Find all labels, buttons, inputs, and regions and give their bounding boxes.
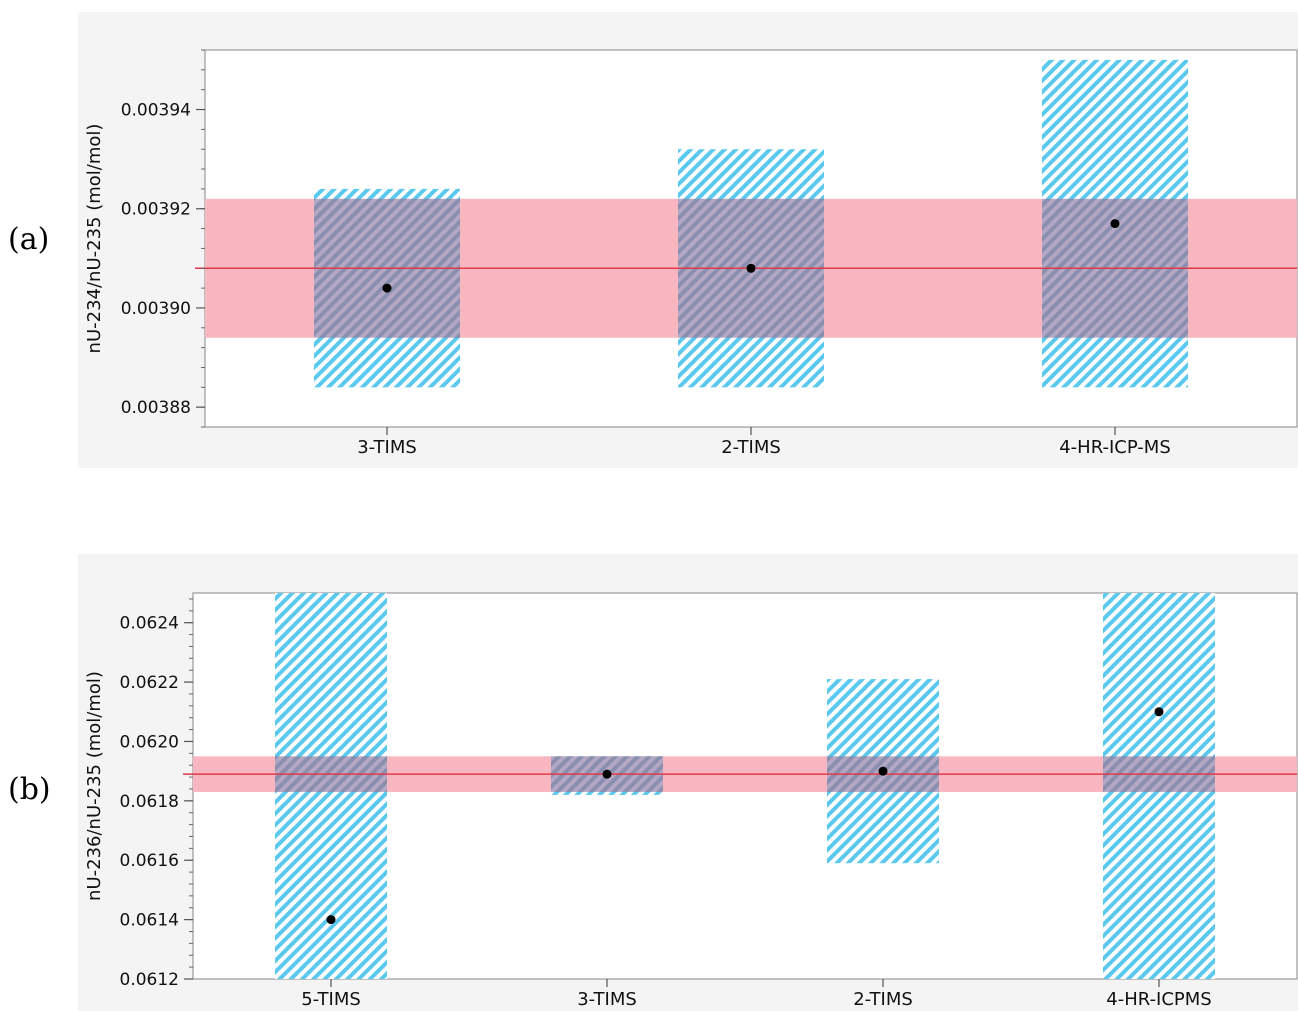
data-point-2-TIMS (746, 263, 756, 273)
panel-label-a: (a) (8, 222, 50, 257)
data-point-3-TIMS (382, 283, 392, 293)
data-point-2-TIMS (878, 766, 888, 776)
y-tick-label: 0.0618 (120, 792, 179, 812)
y-tick-label: 0.00390 (121, 299, 191, 319)
data-point-4-HR-ICP-MS (1110, 219, 1120, 229)
y-tick-label: 0.0616 (120, 851, 179, 871)
x-tick-label: 4-HR-ICP-MS (1059, 437, 1171, 458)
y-tick-label: 0.0624 (120, 614, 179, 634)
data-point-3-TIMS (602, 769, 612, 779)
x-tick-label: 3-TIMS (577, 989, 637, 1010)
panel-label-b: (b) (8, 772, 51, 807)
y-tick-label: 0.00388 (121, 398, 191, 418)
data-point-5-TIMS (326, 915, 336, 925)
x-tick-label: 2-TIMS (853, 989, 913, 1010)
y-tick-label: 0.00394 (121, 101, 191, 121)
x-tick-label: 3-TIMS (357, 437, 417, 458)
x-tick-label: 5-TIMS (301, 989, 361, 1010)
y-axis-label: nU-236/nU-235 (mol/mol) (84, 671, 105, 901)
x-tick-label: 2-TIMS (721, 437, 781, 458)
x-tick-label: 4-HR-ICPMS (1106, 989, 1211, 1010)
y-tick-label: 0.0620 (120, 732, 179, 752)
y-tick-label: 0.0612 (120, 970, 179, 990)
y-tick-label: 0.0614 (120, 911, 179, 931)
chart-a: 0.00388 0.00390 0.00392 0.00394 3-TIMS 2-TIMS… (78, 12, 1298, 468)
data-point-4-HR-ICPMS (1154, 707, 1164, 717)
y-tick-label: 0.0622 (120, 673, 179, 693)
y-axis-label: nU-234/nU-235 (mol/mol) (84, 124, 105, 354)
y-tick-label: 0.00392 (121, 200, 191, 220)
